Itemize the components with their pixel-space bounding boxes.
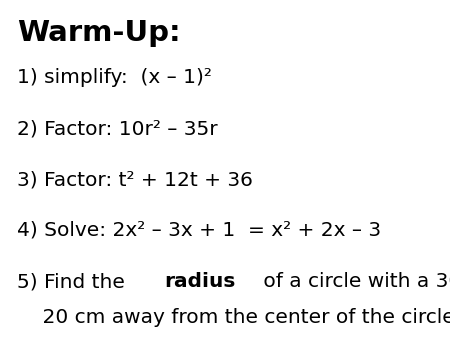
Text: 1) simplify:  (x – 1)²: 1) simplify: (x – 1)² [17,68,212,87]
Text: 3) Factor: t² + 12t + 36: 3) Factor: t² + 12t + 36 [17,170,253,189]
Text: 4) Solve: 2x² – 3x + 1  = x² + 2x – 3: 4) Solve: 2x² – 3x + 1 = x² + 2x – 3 [17,220,381,239]
Text: of a circle with a 30 cm chord: of a circle with a 30 cm chord [256,272,450,291]
Text: 2) Factor: 10r² – 35r: 2) Factor: 10r² – 35r [17,120,218,139]
Text: Warm-Up:: Warm-Up: [17,19,181,47]
Text: 20 cm away from the center of the circle.: 20 cm away from the center of the circle… [17,308,450,327]
Text: 5) Find the: 5) Find the [17,272,131,291]
Text: radius: radius [165,272,236,291]
